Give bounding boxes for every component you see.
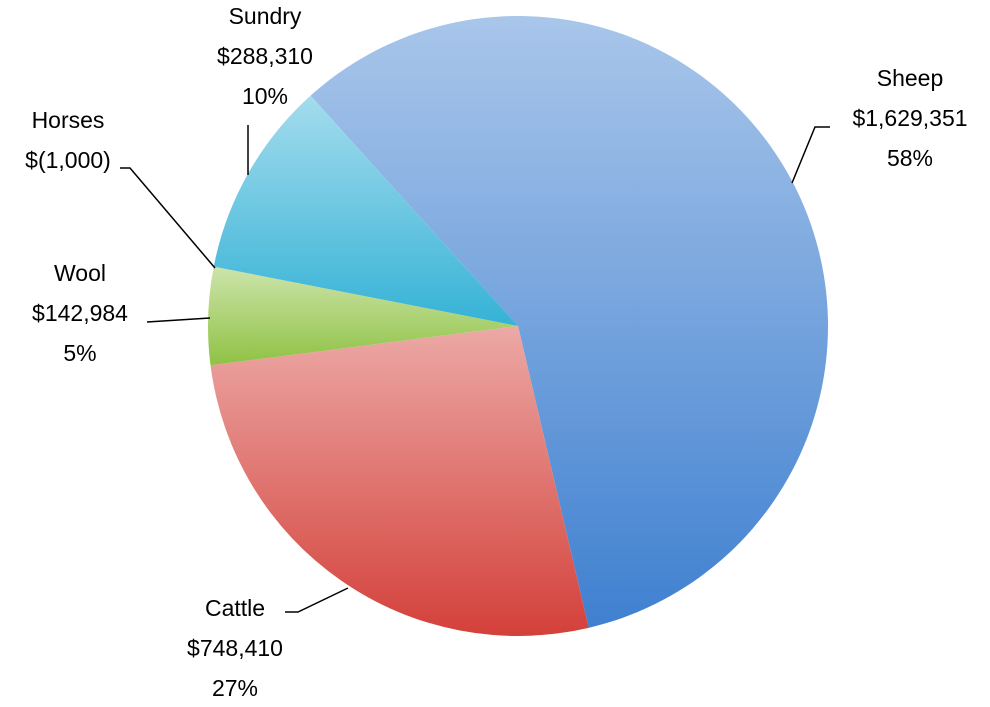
leader-line <box>146 317 211 323</box>
percent-label: 27% <box>212 675 258 701</box>
pie-slice <box>208 266 518 366</box>
value-label: $1,629,351 <box>852 105 967 131</box>
value-label: $748,410 <box>187 635 283 661</box>
pie-slice <box>310 15 829 628</box>
category-label: Horses <box>32 107 105 133</box>
percent-label: 5% <box>63 340 96 366</box>
percent-label: 58% <box>887 145 933 171</box>
value-label: $(1,000) <box>25 147 111 173</box>
category-label: Cattle <box>205 595 265 621</box>
value-label: $142,984 <box>32 300 128 326</box>
pie-slice <box>210 326 589 636</box>
category-label: Wool <box>54 260 106 286</box>
value-label: $288,310 <box>217 43 313 69</box>
leader-line <box>791 126 830 184</box>
pie-slice <box>213 95 518 326</box>
category-label: Sundry <box>229 3 302 29</box>
leader-line <box>120 167 216 269</box>
percent-label: 10% <box>242 83 288 109</box>
leader-line <box>285 587 349 613</box>
category-label: Sheep <box>877 65 944 91</box>
